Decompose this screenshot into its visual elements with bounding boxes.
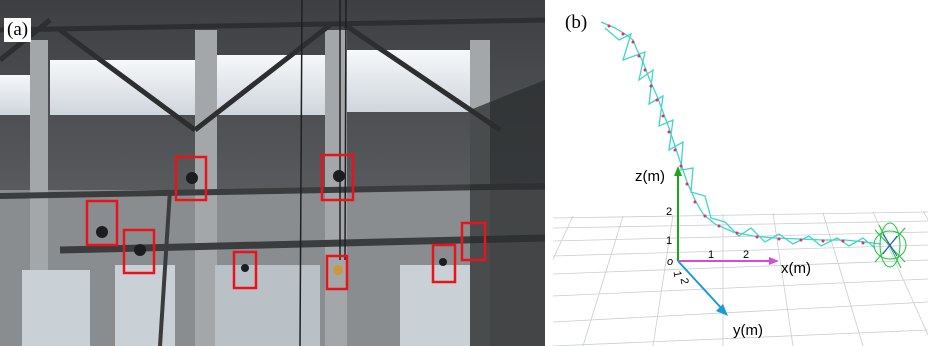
origin-label: o xyxy=(667,256,673,268)
y-axis-label: y(m) xyxy=(733,322,763,339)
trajectory-path xyxy=(600,21,882,249)
detection-boxes xyxy=(85,153,487,291)
lower-windows xyxy=(22,265,470,346)
trajectory-panel: z(m) x(m) y(m) o 1 2 1 2 1 2 (b) xyxy=(553,0,928,346)
panel-b-label: (b) xyxy=(565,12,588,33)
x-tick-2: 2 xyxy=(743,249,749,261)
panel-a-label: (a) xyxy=(4,18,32,42)
camera-devices xyxy=(96,170,447,275)
detection-box xyxy=(431,243,457,284)
z-axis-label: z(m) xyxy=(635,168,665,185)
detection-box xyxy=(122,228,156,275)
y-tick-1: 1 xyxy=(671,270,684,278)
detection-box xyxy=(320,153,355,202)
photo-panel: (a) xyxy=(0,0,545,346)
z-tick-1: 1 xyxy=(666,235,672,247)
photo-scene xyxy=(0,0,545,346)
z-tick-2: 2 xyxy=(666,206,672,218)
trajectory-plot: z(m) x(m) y(m) o 1 2 1 2 1 2 xyxy=(553,21,928,346)
x-tick-1: 1 xyxy=(708,249,714,261)
trajectory-markers xyxy=(607,24,865,245)
y-tick-2: 2 xyxy=(678,277,691,285)
detection-box xyxy=(174,155,208,202)
detection-box xyxy=(460,221,487,262)
upper-windows xyxy=(0,50,470,115)
x-axis-label: x(m) xyxy=(781,260,811,277)
detection-box xyxy=(325,254,349,291)
hanging-cables xyxy=(299,0,347,346)
detection-box xyxy=(85,199,119,247)
y-axis xyxy=(677,260,724,311)
detection-box xyxy=(232,250,258,290)
roof-truss xyxy=(0,17,545,133)
right-structure xyxy=(470,80,545,346)
